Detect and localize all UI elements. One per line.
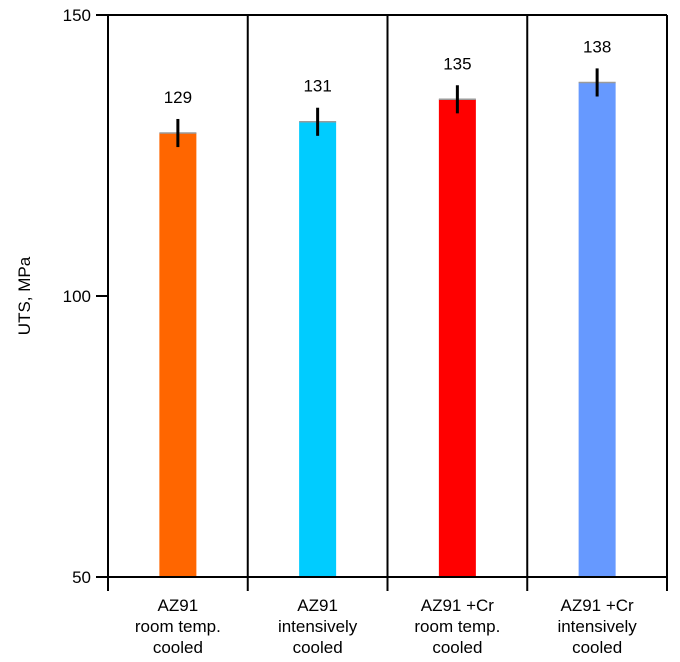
value-label-2: 131 — [303, 77, 331, 96]
category-label-2-line-3: cooled — [293, 638, 343, 657]
y-tick-label-50: 50 — [72, 568, 91, 587]
value-label-3: 135 — [443, 54, 471, 73]
category-label-3-line-1: AZ91 +Cr — [421, 596, 495, 615]
bar-2 — [299, 121, 337, 577]
category-label-4-line-2: intensively — [557, 617, 637, 636]
category-label-1-line-1: AZ91 — [158, 596, 199, 615]
plot-area: 129 131 135 138 — [159, 37, 616, 578]
axes: AZ91 room temp. cooled AZ91 intensively coole… — [63, 6, 668, 657]
value-label-1: 129 — [164, 88, 192, 107]
category-label-3-line-3: cooled — [432, 638, 482, 657]
y-tick-label-150: 150 — [63, 6, 91, 25]
category-label-3-line-2: room temp. — [414, 617, 500, 636]
category-label-4-line-3: cooled — [572, 638, 622, 657]
bar-4 — [578, 82, 616, 577]
bar-1 — [159, 133, 197, 577]
y-tick-label-100: 100 — [63, 287, 91, 306]
category-label-2-line-2: intensively — [278, 617, 358, 636]
value-label-4: 138 — [583, 37, 611, 56]
bar-3 — [438, 99, 476, 578]
y-axis-title: UTS, MPa — [15, 256, 34, 335]
category-label-2-line-1: AZ91 — [297, 596, 338, 615]
category-label-1-line-3: cooled — [153, 638, 203, 657]
category-label-1-line-2: room temp. — [135, 617, 221, 636]
category-label-4-line-1: AZ91 +Cr — [561, 596, 635, 615]
